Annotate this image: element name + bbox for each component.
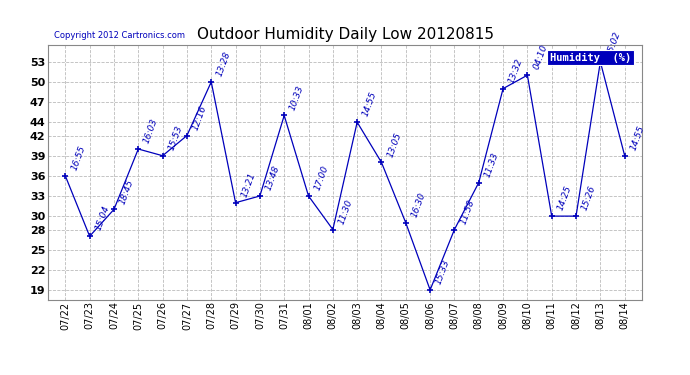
Text: 15:04: 15:04 — [94, 205, 111, 232]
Text: 11:58: 11:58 — [459, 198, 476, 225]
Text: 13:28: 13:28 — [215, 50, 233, 78]
Text: 15:33: 15:33 — [434, 258, 452, 286]
Text: 15:26: 15:26 — [580, 184, 598, 212]
Text: 18:45: 18:45 — [118, 178, 135, 205]
Text: 15:02: 15:02 — [604, 30, 622, 58]
Text: 14:25: 14:25 — [556, 184, 573, 212]
Text: 12:16: 12:16 — [191, 104, 208, 131]
Text: Copyright 2012 Cartronics.com: Copyright 2012 Cartronics.com — [55, 31, 185, 40]
Text: 13:48: 13:48 — [264, 164, 282, 192]
Text: 14:55: 14:55 — [629, 124, 647, 152]
Text: 04:10: 04:10 — [531, 44, 549, 71]
Text: 15:53: 15:53 — [167, 124, 184, 152]
Text: 10:33: 10:33 — [288, 84, 306, 111]
Text: 16:55: 16:55 — [70, 144, 87, 172]
Text: 13:32: 13:32 — [507, 57, 524, 84]
Text: 16:03: 16:03 — [142, 117, 160, 145]
Text: 17:00: 17:00 — [313, 164, 330, 192]
Text: 14:55: 14:55 — [362, 90, 379, 118]
Text: 16:30: 16:30 — [410, 191, 427, 219]
Text: 13:21: 13:21 — [239, 171, 257, 198]
Text: 11:33: 11:33 — [483, 151, 500, 178]
Title: Outdoor Humidity Daily Low 20120815: Outdoor Humidity Daily Low 20120815 — [197, 27, 493, 42]
Text: 13:05: 13:05 — [386, 131, 403, 158]
Text: 11:30: 11:30 — [337, 198, 355, 225]
Text: Humidity  (%): Humidity (%) — [550, 53, 631, 63]
